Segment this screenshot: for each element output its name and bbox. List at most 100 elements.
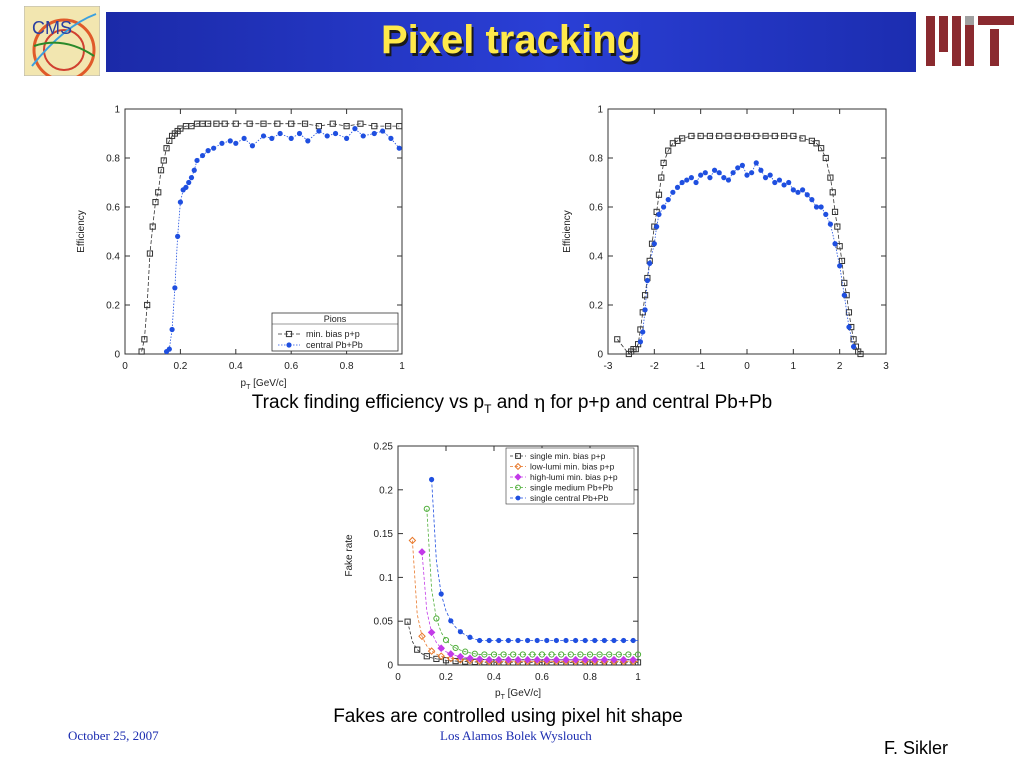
footer-center: Los Alamos Bolek Wyslouch: [440, 728, 592, 743]
data-point: [827, 174, 834, 181]
data-point: [260, 133, 267, 139]
data-point: [505, 637, 511, 644]
data-point: [277, 130, 283, 137]
data-point: [654, 224, 660, 230]
header-bar: [106, 12, 916, 72]
data-point: [670, 189, 676, 195]
x-tick-label: 1: [791, 361, 797, 372]
series-4: [429, 476, 638, 644]
data-point: [414, 646, 421, 653]
x-tick-label: 1: [399, 361, 405, 372]
data-point: [357, 120, 364, 127]
data-point: [706, 132, 714, 140]
legend-label: single medium Pb+Pb: [530, 483, 613, 493]
data-point: [647, 260, 653, 266]
data-point: [744, 172, 750, 178]
data-point: [404, 618, 411, 625]
data-point: [141, 336, 148, 343]
data-point: [301, 120, 309, 127]
data-point: [427, 647, 436, 655]
x-tick-label: 0: [744, 361, 750, 372]
data-point: [615, 651, 622, 658]
plot-frame: [607, 108, 887, 355]
data-point: [644, 277, 650, 284]
eta-symbol: η: [533, 391, 546, 413]
data-point: [286, 342, 292, 348]
data-point: [611, 637, 617, 644]
data-point: [296, 130, 303, 137]
series-0: [614, 132, 864, 358]
data-point: [804, 192, 810, 198]
data-point: [707, 175, 713, 181]
data-point: [767, 172, 773, 178]
data-point: [496, 637, 502, 644]
data-point: [725, 177, 732, 183]
data-point: [734, 132, 741, 140]
data-point: [721, 175, 727, 181]
x-axis-label: pT [GeV/c]: [495, 688, 541, 701]
data-point: [515, 637, 521, 644]
data-point: [467, 634, 473, 640]
efficiency-vs-pt-plot: 0 0.2 0.4 0.6 0.8 1 0 0.2 0.4 0.6 0.8 1 Efficiency pT…: [76, 105, 405, 392]
data-point: [799, 135, 806, 142]
data-point: [655, 191, 663, 198]
data-point: [534, 637, 540, 644]
data-point: [827, 221, 833, 227]
y-tick-label: 0: [597, 350, 603, 361]
data-point: [841, 279, 848, 287]
x-tick-label: 0.8: [583, 672, 597, 683]
data-point: [183, 184, 189, 190]
legend-label: single min. bias p+p: [530, 451, 606, 461]
data-point: [809, 197, 815, 203]
data-point: [716, 132, 723, 140]
data-point: [332, 130, 339, 137]
data-point: [582, 637, 588, 644]
data-point: [529, 651, 536, 658]
y-tick-label: 0.2: [589, 301, 603, 312]
y-tick-label: 0: [387, 661, 393, 672]
y-tick-label: 0.4: [106, 252, 120, 263]
fakes-caption: Fakes are controlled using pixel hit sha…: [333, 706, 683, 727]
data-point: [169, 326, 175, 333]
data-point: [385, 123, 392, 130]
x-tick-label: -2: [650, 361, 659, 372]
data-point: [438, 591, 444, 597]
y-tick-label: 0.4: [589, 252, 603, 263]
data-point: [177, 199, 183, 205]
data-point: [834, 223, 841, 230]
data-point: [850, 344, 857, 350]
legend-label: central Pb+Pb: [306, 340, 363, 350]
data-point: [456, 652, 465, 661]
data-point: [625, 651, 632, 658]
caption-part: for p+p and central Pb+Pb: [545, 392, 773, 413]
legend-label: low-lumi min. bias p+p: [530, 462, 615, 472]
data-point: [838, 257, 846, 265]
data-point: [562, 655, 570, 664]
y-axis-label: Efficiency: [76, 210, 87, 253]
data-point: [188, 175, 195, 181]
data-point: [241, 135, 247, 141]
data-point: [260, 120, 267, 127]
data-point: [418, 632, 426, 641]
data-point: [846, 324, 852, 330]
data-point: [446, 654, 455, 663]
x-axis-label: pT [GeV/c]: [241, 378, 287, 391]
data-point: [423, 653, 430, 660]
data-point: [163, 145, 170, 152]
data-point: [698, 172, 704, 178]
legend-label: high-lumi min. bias p+p: [530, 472, 618, 482]
caption-part: Track finding efficiency vs p: [251, 392, 485, 413]
data-point: [423, 505, 430, 512]
data-point: [477, 637, 483, 644]
series-line: [407, 621, 638, 663]
data-point: [352, 126, 358, 132]
data-point: [596, 651, 603, 658]
x-tick-label: 0.6: [284, 361, 298, 372]
data-point: [360, 133, 366, 139]
data-point: [553, 637, 559, 644]
data-point: [542, 655, 551, 664]
data-point: [433, 615, 440, 622]
data-point: [456, 655, 465, 664]
data-point: [172, 285, 178, 291]
